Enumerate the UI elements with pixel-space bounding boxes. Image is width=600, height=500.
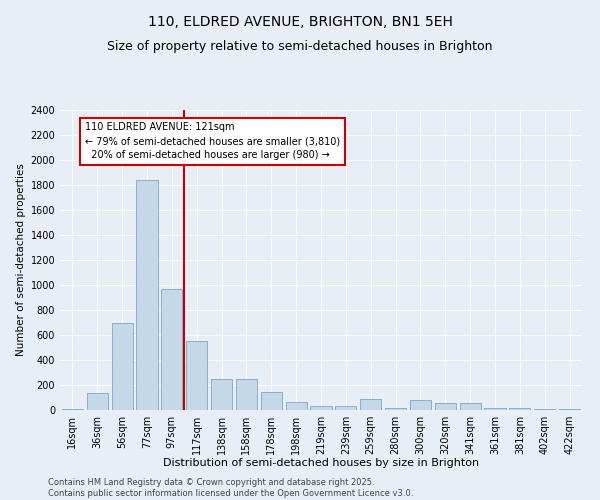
X-axis label: Distribution of semi-detached houses by size in Brighton: Distribution of semi-detached houses by … <box>163 458 479 468</box>
Bar <box>211 379 232 410</box>
Bar <box>534 409 555 410</box>
Bar <box>87 392 108 410</box>
Bar <box>161 289 182 410</box>
Bar <box>335 406 356 410</box>
Bar <box>136 180 158 410</box>
Text: Contains HM Land Registry data © Crown copyright and database right 2025.
Contai: Contains HM Land Registry data © Crown c… <box>48 478 413 498</box>
Bar <box>310 406 332 410</box>
Bar <box>435 402 456 410</box>
Bar <box>460 402 481 410</box>
Text: 110, ELDRED AVENUE, BRIGHTON, BN1 5EH: 110, ELDRED AVENUE, BRIGHTON, BN1 5EH <box>148 15 452 29</box>
Y-axis label: Number of semi-detached properties: Number of semi-detached properties <box>16 164 26 356</box>
Bar <box>261 392 282 410</box>
Bar <box>509 408 530 410</box>
Bar <box>236 379 257 410</box>
Text: 110 ELDRED AVENUE: 121sqm
← 79% of semi-detached houses are smaller (3,810)
  20: 110 ELDRED AVENUE: 121sqm ← 79% of semi-… <box>85 122 340 160</box>
Bar <box>484 408 506 410</box>
Bar <box>62 409 83 410</box>
Text: Size of property relative to semi-detached houses in Brighton: Size of property relative to semi-detach… <box>107 40 493 53</box>
Bar <box>186 341 207 410</box>
Bar <box>360 400 381 410</box>
Bar <box>385 408 406 410</box>
Bar <box>286 402 307 410</box>
Bar <box>112 322 133 410</box>
Bar <box>410 400 431 410</box>
